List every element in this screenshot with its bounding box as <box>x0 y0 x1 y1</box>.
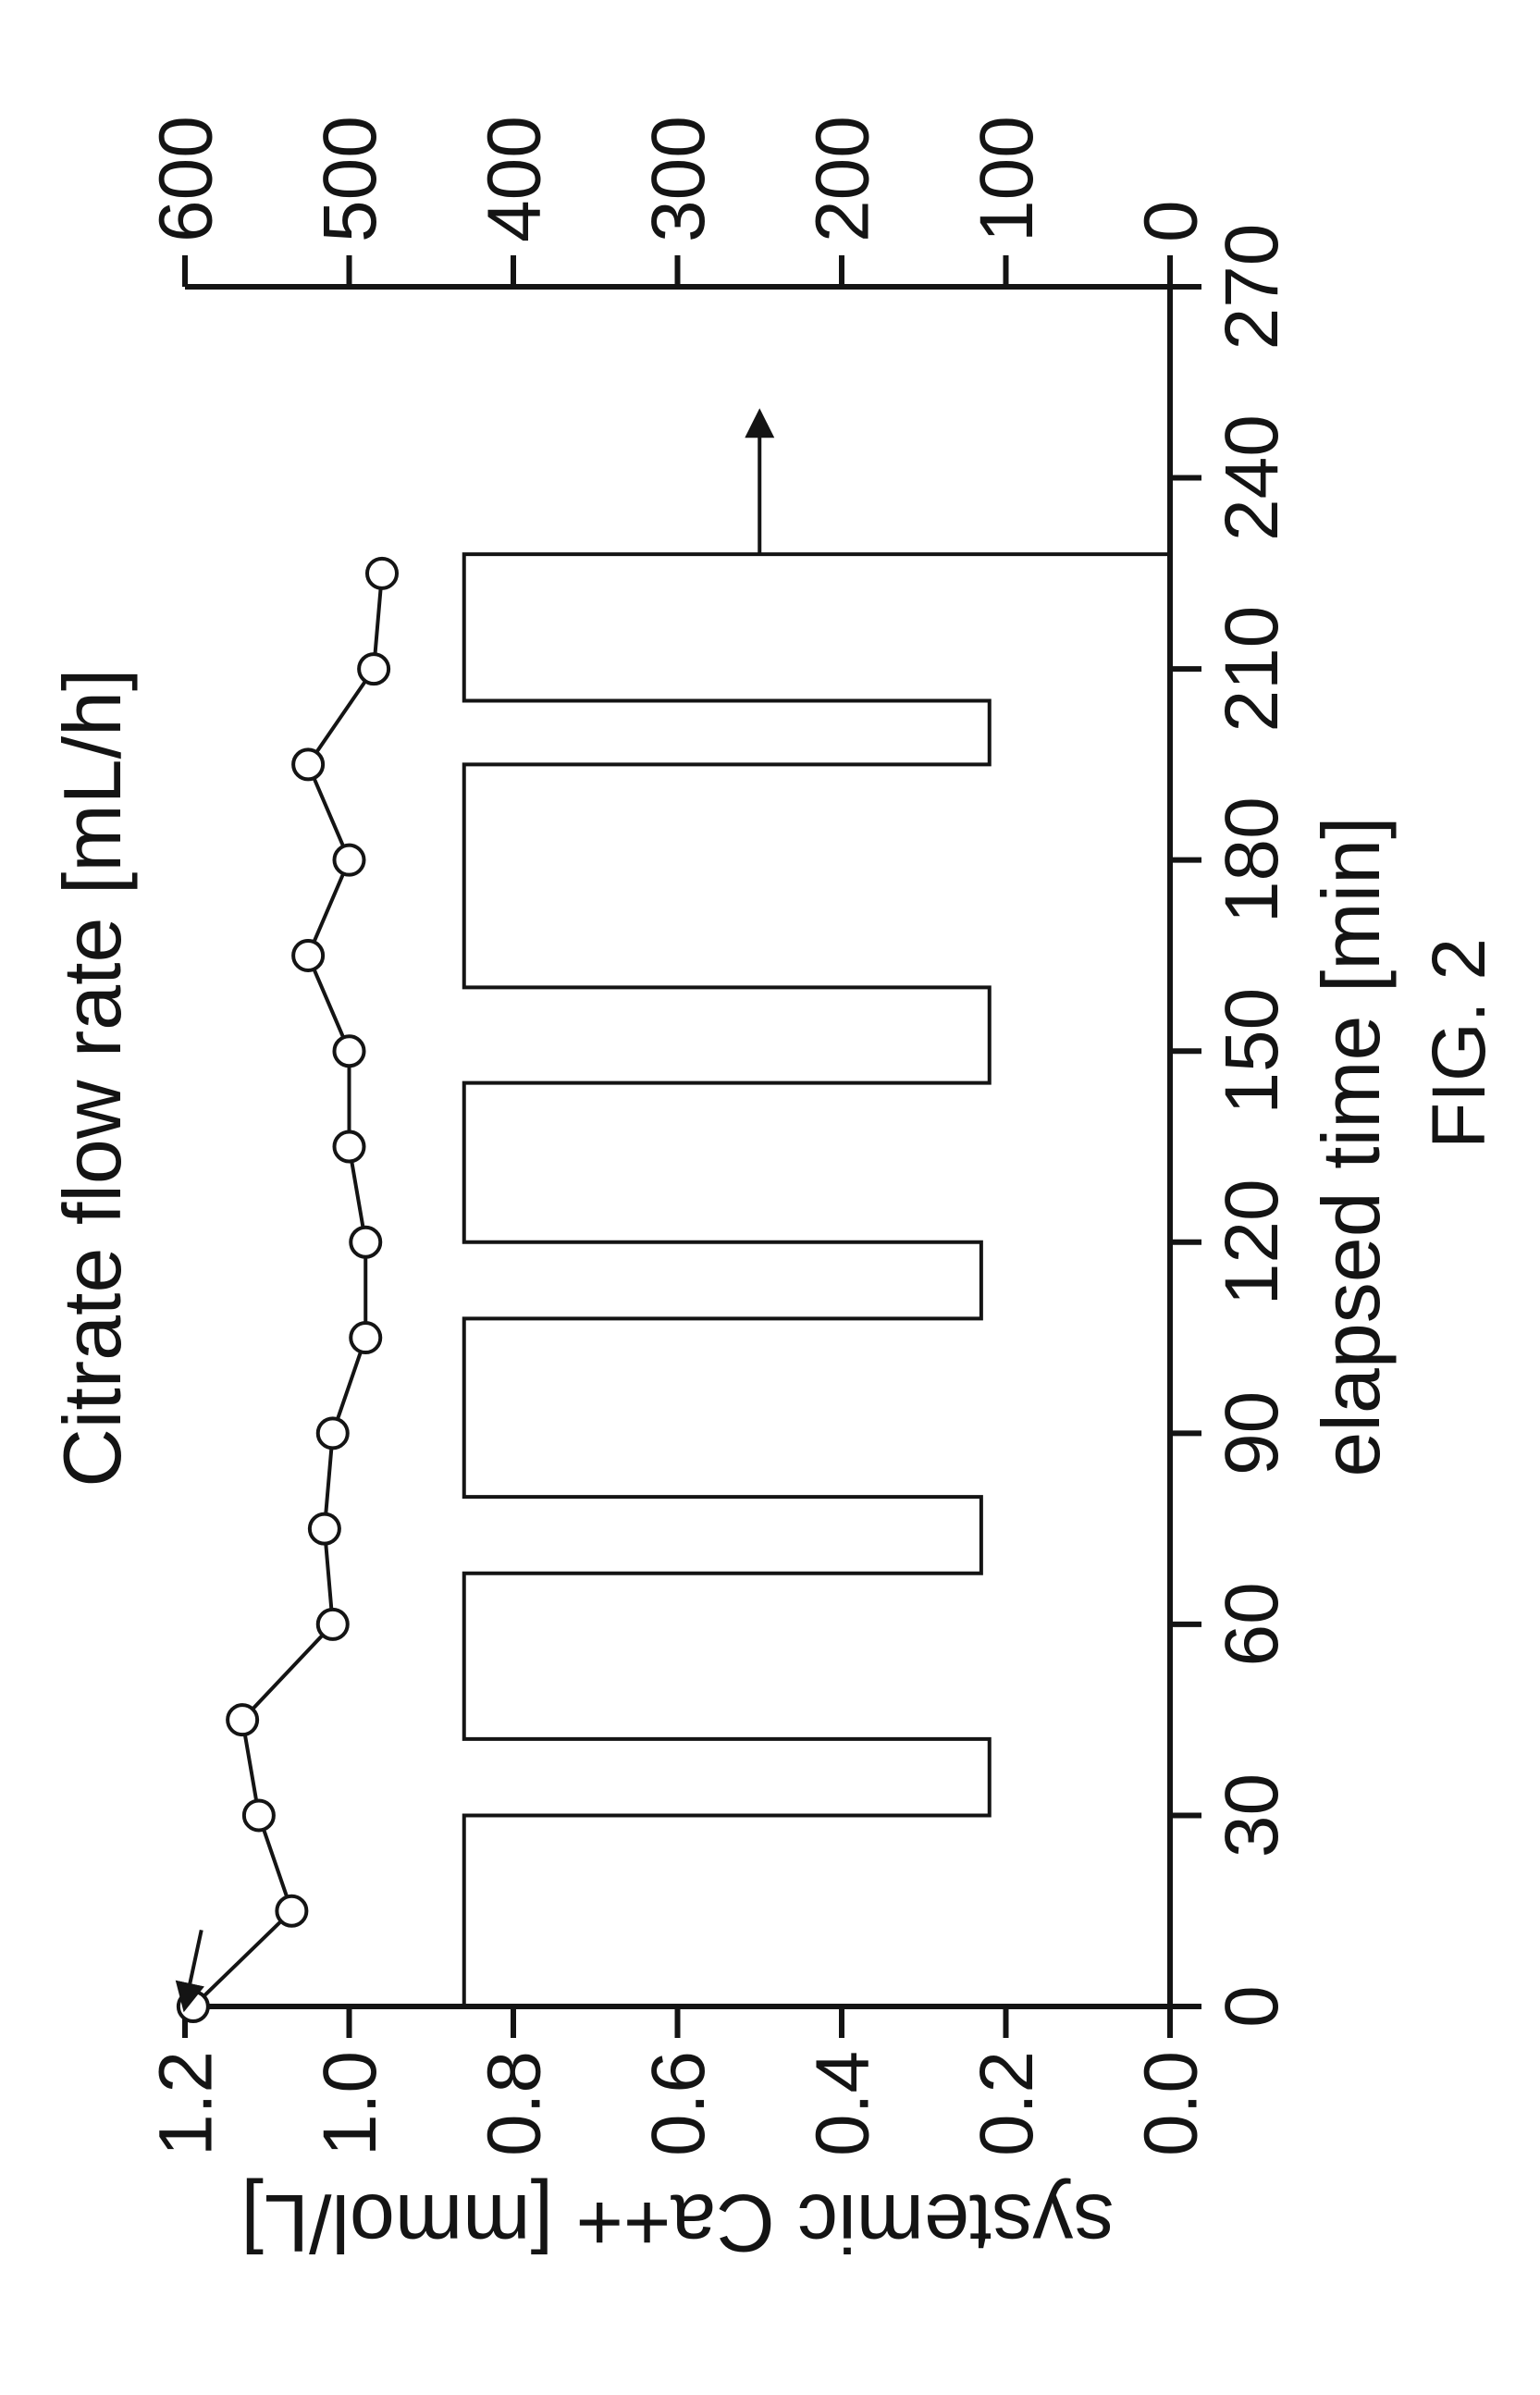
x-tick-label: 240 <box>1210 414 1294 541</box>
x-tick-label: 210 <box>1210 606 1294 733</box>
ca-marker <box>359 654 388 684</box>
yleft-tick-label: 0.6 <box>636 2051 721 2156</box>
ca-marker <box>335 1036 364 1066</box>
ca-marker <box>335 846 364 875</box>
ca-marker <box>367 559 397 588</box>
x-tick-label: 120 <box>1210 1179 1294 1305</box>
ca-marker <box>318 1418 348 1448</box>
x-tick-label: 30 <box>1210 1773 1294 1858</box>
yright-tick-label: 100 <box>965 116 1049 242</box>
yright-axis-label: Citrate flow rate [mL/h] <box>46 669 138 1488</box>
figure-caption: FIG. 2 <box>1417 938 1501 1149</box>
yleft-tick-label: 1.0 <box>308 2051 392 2156</box>
yright-tick-label: 600 <box>144 116 228 242</box>
x-tick-label: 180 <box>1210 796 1294 923</box>
ca-marker <box>310 1514 339 1544</box>
yright-tick-label: 400 <box>473 116 557 242</box>
x-tick-label: 270 <box>1210 224 1294 351</box>
yright-tick-label: 0 <box>1129 200 1214 242</box>
ca-marker <box>293 941 323 970</box>
ca-marker <box>293 749 323 779</box>
yright-tick-label: 300 <box>636 116 721 242</box>
yleft-axis-label: systemic Ca++ [mmol/L] <box>241 2178 1115 2269</box>
yleft-tick-label: 0.8 <box>473 2051 557 2156</box>
x-axis-label: elapsed time [min] <box>1305 816 1397 1476</box>
ca-marker <box>335 1132 364 1162</box>
chart-svg: 0 30 60 90 120 150 180 210 240 270 elapsed time [m… <box>0 0 1540 2395</box>
ca-marker <box>228 1705 257 1735</box>
yleft-tick-label: 0.0 <box>1129 2051 1214 2156</box>
x-tick-label: 60 <box>1210 1582 1294 1666</box>
ca-marker <box>351 1228 380 1257</box>
ca-marker <box>351 1323 380 1352</box>
ca-marker <box>179 1992 208 2021</box>
yleft-tick-label: 0.4 <box>801 2051 885 2156</box>
x-tick-label: 0 <box>1210 1985 1294 2028</box>
ca-marker <box>318 1610 348 1639</box>
ca-marker <box>244 1800 274 1830</box>
yleft-tick-label: 1.2 <box>144 2051 228 2156</box>
yright-tick-label: 500 <box>308 116 392 242</box>
x-tick-label: 90 <box>1210 1391 1294 1475</box>
yleft-tick-label: 0.2 <box>965 2051 1049 2156</box>
yright-tick-label: 200 <box>801 116 885 242</box>
ca-marker <box>277 1896 306 1926</box>
x-tick-label: 150 <box>1210 988 1294 1115</box>
